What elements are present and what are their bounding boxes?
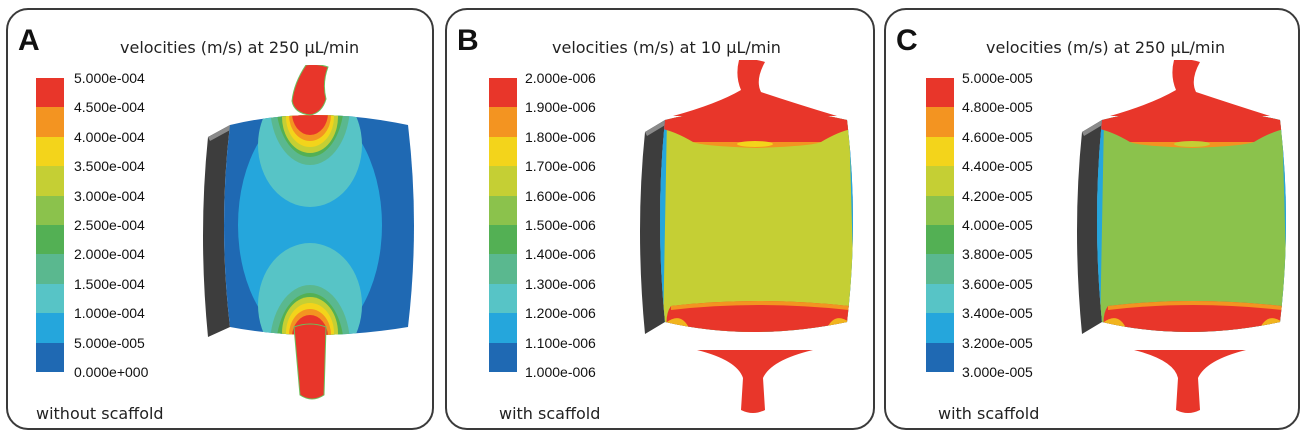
condition-note: with scaffold (938, 404, 1040, 423)
condition-note: without scaffold (36, 404, 164, 423)
colorbar-band (36, 136, 64, 167)
colorbar-band (36, 254, 64, 285)
colorbar-band (926, 78, 954, 108)
panel-title: velocities (m/s) at 250 µL/min (986, 38, 1226, 57)
colorbar-band (36, 195, 64, 226)
colorbar-tick-label: 4.000e-005 (962, 217, 1033, 233)
colorbar-tick-label: 1.300e-006 (525, 275, 596, 292)
colorbar-band (926, 313, 954, 344)
colorbar-tick-label: 5.000e-004 (74, 70, 145, 86)
colorbar-tick-label: 2.000e-006 (525, 70, 596, 86)
colorbar-band (36, 313, 64, 344)
colorbar-band (489, 254, 517, 285)
colorbar-tick-label: 1.600e-006 (525, 187, 596, 204)
colorbar-tick-label: 1.100e-006 (525, 334, 596, 351)
colorbar-tick-label: 5.000e-005 (74, 334, 145, 351)
colorbar-band (926, 342, 954, 373)
velocity-field-with-scaffold-high-flow (1077, 60, 1286, 413)
velocity-field-without-scaffold (203, 65, 414, 400)
colorbar-band (489, 166, 517, 197)
panel-title: velocities (m/s) at 250 µL/min (120, 38, 360, 57)
colorbar-tick-label: 1.900e-006 (525, 99, 596, 116)
colorbar-tick-label: 4.000e-004 (74, 128, 145, 145)
condition-note: with scaffold (499, 404, 601, 423)
colorbar-tick-label: 0.000e+000 (74, 364, 149, 380)
colorbar (926, 78, 954, 373)
colorbar-tick-label: 1.200e-006 (525, 305, 596, 322)
colorbar-band (926, 283, 954, 314)
colorbar-band (926, 195, 954, 226)
colorbar-tick-label: 5.000e-005 (962, 70, 1033, 86)
panel-letter: C (896, 24, 918, 57)
colorbar-tick-label: 1.500e-006 (525, 217, 596, 233)
colorbar-band (489, 342, 517, 373)
panel-c: C velocities (m/s) at 250 µL/min 5.000e-… (884, 8, 1300, 430)
colorbar-band (36, 78, 64, 108)
colorbar-tick-label: 1.800e-006 (525, 128, 596, 145)
colorbar-tick-label: 4.800e-005 (962, 99, 1033, 116)
velocity-field-with-scaffold-low-flow (640, 60, 853, 413)
panel-letter: B (457, 24, 479, 57)
colorbar-tick-label: 3.200e-005 (962, 334, 1033, 351)
colorbar-tick-label: 3.500e-004 (74, 158, 145, 175)
panel-letter: A (18, 24, 40, 57)
colorbar-tick-label: 4.200e-005 (962, 187, 1033, 204)
colorbar-tick-label: 3.000e-004 (74, 187, 145, 204)
colorbar-tick-label: 4.500e-004 (74, 99, 145, 116)
colorbar-tick-label: 1.400e-006 (525, 246, 596, 263)
colorbar-band (926, 107, 954, 138)
colorbar-tick-label: 3.800e-005 (962, 246, 1033, 263)
colorbar-tick-label: 4.400e-005 (962, 158, 1033, 175)
colorbar-band (926, 136, 954, 167)
colorbar-tick-label: 1.000e-004 (74, 305, 145, 322)
colorbar-band (36, 166, 64, 197)
colorbar-band (926, 225, 954, 255)
colorbar (36, 78, 64, 373)
colorbar-band (489, 225, 517, 255)
colorbar-band (36, 342, 64, 373)
colorbar-band (489, 313, 517, 344)
colorbar-band (489, 283, 517, 314)
colorbar-band (36, 107, 64, 138)
colorbar-band (489, 195, 517, 226)
colorbar-tick-label: 3.400e-005 (962, 305, 1033, 322)
colorbar-band (489, 107, 517, 138)
colorbar-tick-label: 1.700e-006 (525, 158, 596, 175)
colorbar-tick-label: 2.000e-004 (74, 246, 145, 263)
colorbar-band (926, 166, 954, 197)
colorbar-tick-label: 3.000e-005 (962, 364, 1033, 380)
colorbar-tick-label: 4.600e-005 (962, 128, 1033, 145)
panel-a: A velocities (m/s) at 250 µL/min 5.000e-… (6, 8, 434, 430)
panel-title: velocities (m/s) at 10 µL/min (552, 38, 781, 57)
colorbar-tick-label: 1.500e-004 (74, 275, 145, 292)
colorbar-tick-label: 2.500e-004 (74, 217, 145, 233)
panel-b: B velocities (m/s) at 10 µL/min 2.000e-0… (445, 8, 875, 430)
colorbar (489, 78, 517, 373)
colorbar-band (489, 78, 517, 108)
colorbar-band (36, 283, 64, 314)
colorbar-band (926, 254, 954, 285)
colorbar-band (36, 225, 64, 255)
colorbar-tick-label: 1.000e-006 (525, 364, 596, 380)
colorbar-band (489, 136, 517, 167)
colorbar-tick-label: 3.600e-005 (962, 275, 1033, 292)
